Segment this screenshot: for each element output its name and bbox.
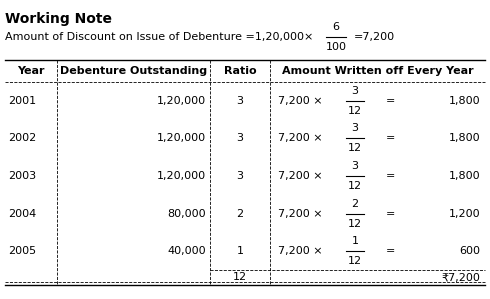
Text: 1: 1 [351, 236, 359, 246]
Text: =: = [385, 96, 394, 106]
Text: Year: Year [17, 66, 45, 76]
Text: 3: 3 [351, 123, 359, 133]
Text: 1: 1 [237, 246, 244, 256]
Text: 1,800: 1,800 [448, 171, 480, 181]
Text: ₹7,200: ₹7,200 [441, 272, 480, 283]
Text: 1,800: 1,800 [448, 133, 480, 144]
Text: 2003: 2003 [8, 171, 36, 181]
Text: 6: 6 [333, 22, 340, 32]
Text: 12: 12 [348, 219, 362, 229]
Text: =: = [385, 171, 394, 181]
Text: 12: 12 [348, 106, 362, 116]
Text: 2001: 2001 [8, 96, 36, 106]
Text: 2005: 2005 [8, 246, 36, 256]
Text: 12: 12 [233, 272, 247, 283]
Text: 7,200 ×: 7,200 × [278, 171, 322, 181]
Text: Working Note: Working Note [5, 12, 112, 26]
Text: 1,20,000: 1,20,000 [157, 133, 206, 144]
Text: Debenture Outstanding: Debenture Outstanding [60, 66, 207, 76]
Text: 12: 12 [348, 181, 362, 191]
Text: 2002: 2002 [8, 133, 36, 144]
Text: 3: 3 [237, 96, 244, 106]
Text: Amount of Discount on Issue of Debenture =1,20,000×: Amount of Discount on Issue of Debenture… [5, 32, 314, 42]
Text: =7,200: =7,200 [354, 32, 395, 42]
Text: 7,200 ×: 7,200 × [278, 133, 322, 144]
Text: =: = [385, 246, 394, 256]
Text: 2004: 2004 [8, 209, 36, 219]
Text: 40,000: 40,000 [168, 246, 206, 256]
Text: 7,200 ×: 7,200 × [278, 209, 322, 219]
Text: =: = [385, 133, 394, 144]
Text: =: = [385, 209, 394, 219]
Text: 2: 2 [237, 209, 244, 219]
Text: 80,000: 80,000 [168, 209, 206, 219]
Text: Ratio: Ratio [224, 66, 256, 76]
Text: 12: 12 [348, 144, 362, 153]
Text: 1,800: 1,800 [448, 96, 480, 106]
Text: 7,200 ×: 7,200 × [278, 246, 322, 256]
Text: 3: 3 [237, 133, 244, 144]
Text: 1,20,000: 1,20,000 [157, 96, 206, 106]
Text: 3: 3 [237, 171, 244, 181]
Text: 7,200 ×: 7,200 × [278, 96, 322, 106]
Text: 2: 2 [351, 199, 359, 209]
Text: 12: 12 [348, 256, 362, 266]
Text: 3: 3 [351, 86, 359, 96]
Text: Amount Written off Every Year: Amount Written off Every Year [282, 66, 473, 76]
Text: 600: 600 [459, 246, 480, 256]
Text: 1,20,000: 1,20,000 [157, 171, 206, 181]
Text: 3: 3 [351, 161, 359, 171]
Text: 100: 100 [325, 42, 346, 52]
Text: 1,200: 1,200 [448, 209, 480, 219]
